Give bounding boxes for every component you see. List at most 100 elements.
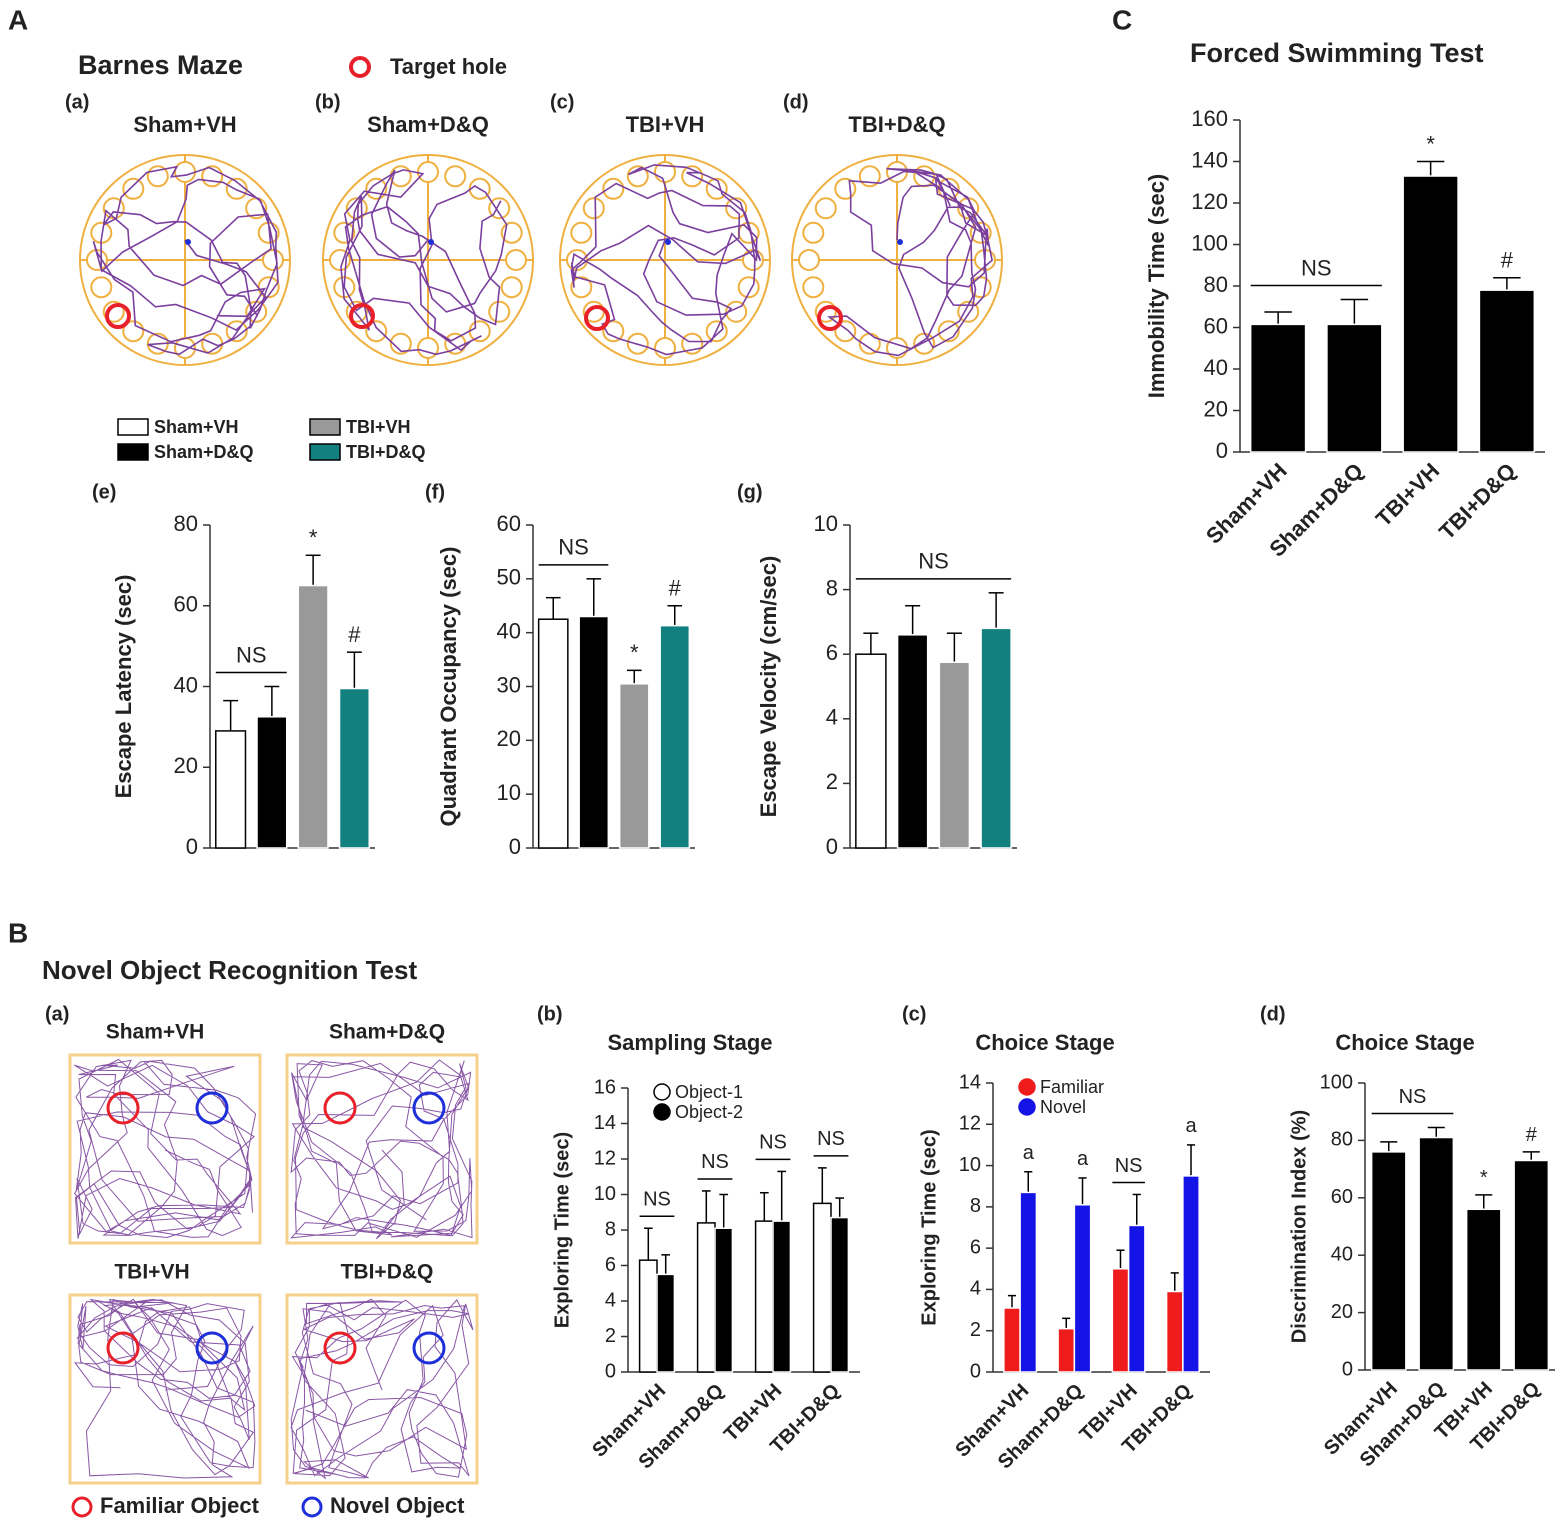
arena-name: Sham+D&Q xyxy=(329,1021,445,1044)
y-tick-label: 4 xyxy=(970,1278,981,1300)
sub-panel-label: (g) xyxy=(737,481,763,503)
y-tick-label: 60 xyxy=(1331,1186,1353,1208)
annotation: NS xyxy=(558,535,589,560)
trajectory xyxy=(290,1059,473,1240)
maze-hole xyxy=(814,197,837,220)
y-tick-label: 160 xyxy=(1191,106,1228,131)
y-tick-label: 60 xyxy=(497,511,521,536)
sub-panel-label: (b) xyxy=(537,1003,563,1025)
annotation: a xyxy=(1023,1142,1035,1164)
legend-marker xyxy=(653,1083,671,1101)
sub-panel-label: (c) xyxy=(550,91,574,113)
target-hole xyxy=(584,305,610,331)
panel-label: B xyxy=(8,917,28,948)
bar xyxy=(1182,1175,1200,1373)
bar xyxy=(1326,323,1383,453)
sub-panel-label: (e) xyxy=(92,481,116,503)
object-familiar xyxy=(323,1331,357,1365)
maze-hole xyxy=(468,320,491,343)
maze-hole xyxy=(122,177,145,200)
maze-hole xyxy=(225,177,248,200)
annotation: NS xyxy=(1115,1155,1143,1177)
panel-label: C xyxy=(1112,4,1132,35)
legend-swatch xyxy=(309,443,341,461)
y-tick-label: 0 xyxy=(826,834,838,859)
legend-label: TBI+D&Q xyxy=(346,442,426,462)
bar xyxy=(338,687,370,849)
maze-hole xyxy=(444,165,467,188)
annotation: * xyxy=(630,640,639,665)
maze-hole xyxy=(654,337,676,359)
legend-swatch xyxy=(117,443,149,461)
bar xyxy=(1019,1191,1038,1373)
y-tick-label: 6 xyxy=(970,1236,981,1258)
annotation: NS xyxy=(1399,1086,1427,1108)
annotation: # xyxy=(1526,1124,1538,1146)
maze-hole xyxy=(262,249,284,271)
start-dot xyxy=(428,239,434,245)
bar xyxy=(297,584,329,849)
bar xyxy=(656,1273,676,1373)
y-axis-label: Exploring Time (sec) xyxy=(918,1129,940,1325)
y-tick-label: 0 xyxy=(605,1360,616,1382)
y-tick-label: 0 xyxy=(186,834,198,859)
y-tick-label: 100 xyxy=(1191,230,1228,255)
bar xyxy=(1370,1151,1407,1371)
maze-hole xyxy=(798,249,820,271)
y-tick-label: 40 xyxy=(497,618,521,643)
y-axis-label: Exploring Time (sec) xyxy=(551,1132,573,1328)
maze-hole xyxy=(834,320,857,343)
legend-marker xyxy=(1018,1078,1036,1096)
bar xyxy=(855,653,887,849)
maze-hole xyxy=(417,161,439,183)
y-tick-label: 0 xyxy=(970,1360,981,1382)
y-tick-label: 20 xyxy=(497,726,521,751)
bar xyxy=(772,1220,792,1373)
maze-hole xyxy=(500,276,523,299)
annotation: a xyxy=(1185,1115,1197,1137)
bar xyxy=(896,634,929,849)
maze-hole xyxy=(802,221,825,244)
y-axis-label: Quadrant Occupancy (sec) xyxy=(436,547,461,827)
trajectory xyxy=(826,167,993,357)
y-tick-label: 140 xyxy=(1191,147,1228,172)
arena xyxy=(68,1293,262,1485)
y-tick-label: 30 xyxy=(497,672,521,697)
y-tick-label: 4 xyxy=(605,1289,616,1311)
target-hole xyxy=(349,303,375,329)
x-tick-label: TBI+VH xyxy=(1371,458,1444,531)
y-axis-label: Escape Latency (sec) xyxy=(111,575,136,799)
bar xyxy=(215,730,247,849)
sub-panel-label: (d) xyxy=(1260,1003,1286,1025)
maze-hole xyxy=(602,320,625,343)
bar xyxy=(1478,289,1536,453)
key-marker xyxy=(71,1496,93,1518)
annotation: NS xyxy=(643,1189,671,1211)
arena-name: TBI+D&Q xyxy=(341,1261,434,1284)
y-axis-label: Discrimination Index (%) xyxy=(1288,1110,1310,1343)
y-tick-label: 120 xyxy=(1191,189,1228,214)
bar xyxy=(1249,323,1307,453)
legend-label: Object-2 xyxy=(675,1102,743,1122)
maze-hole xyxy=(582,197,605,220)
annotation: * xyxy=(1480,1167,1488,1189)
bar xyxy=(638,1259,658,1373)
y-tick-label: 100 xyxy=(1320,1071,1353,1093)
panel-label: A xyxy=(8,4,28,35)
maze-hole xyxy=(570,221,593,244)
y-tick-label: 8 xyxy=(970,1195,981,1217)
key-label: Novel Object xyxy=(330,1493,465,1518)
bar xyxy=(1465,1208,1502,1371)
bar xyxy=(1073,1204,1092,1373)
annotation: # xyxy=(348,622,361,647)
legend-label: Novel xyxy=(1040,1097,1086,1117)
y-tick-label: 2 xyxy=(826,769,838,794)
object-familiar xyxy=(106,1091,140,1125)
trajectory xyxy=(92,165,279,356)
sub-panel-label: (d) xyxy=(783,91,809,113)
y-tick-label: 12 xyxy=(959,1113,981,1135)
bar xyxy=(578,615,610,849)
trajectory xyxy=(570,164,762,356)
legend-label: Familiar xyxy=(1040,1077,1104,1097)
annotation: NS xyxy=(817,1128,845,1150)
